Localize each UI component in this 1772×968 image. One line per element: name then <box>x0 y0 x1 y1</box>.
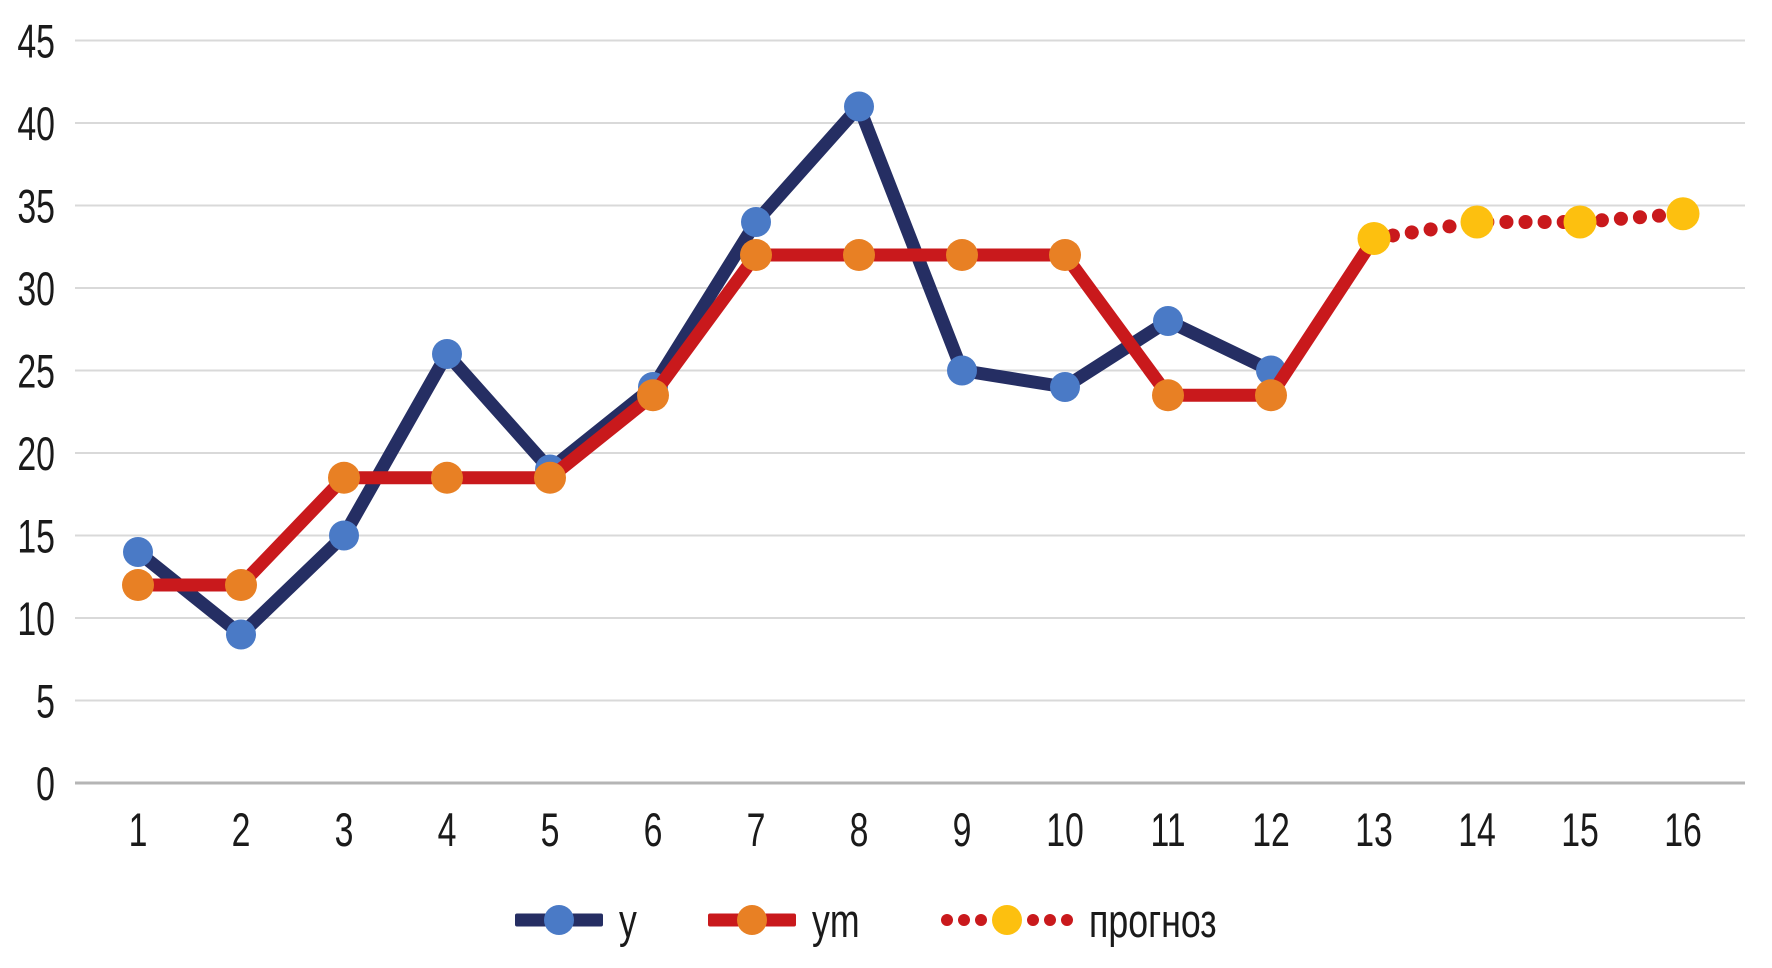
data-point-ym <box>534 461 566 494</box>
data-point-прогноз <box>1563 205 1597 239</box>
y-series-swatch <box>514 905 603 935</box>
y-axis-tick-label: 40 <box>17 98 55 151</box>
data-point-ym <box>946 239 978 271</box>
data-point-y <box>844 91 874 122</box>
legend-item-forecast: прогноз <box>941 897 1257 944</box>
x-axis-tick-label: 6 <box>644 804 663 857</box>
data-point-ym <box>122 569 154 601</box>
forecast-dot-icon <box>1044 914 1057 926</box>
y-axis-tick-label: 25 <box>17 345 55 398</box>
y-axis-tick-label: 35 <box>17 180 55 233</box>
x-axis-tick-label: 5 <box>541 804 560 857</box>
y-marker-icon <box>543 905 574 935</box>
y-axis-tick-label: 20 <box>17 428 55 481</box>
x-axis-tick-label: 8 <box>850 804 869 857</box>
legend-item-ym: ym <box>708 897 875 944</box>
x-axis-tick-label: 3 <box>335 804 354 857</box>
forecast-dot-icon <box>958 914 971 926</box>
x-axis-tick-label: 14 <box>1458 804 1496 857</box>
series-line-прогноз <box>1367 206 1690 246</box>
series-line-y <box>131 100 1278 641</box>
forecast-marker-icon <box>992 905 1023 935</box>
data-point-ym <box>431 461 463 494</box>
data-point-прогноз <box>1460 205 1494 239</box>
data-point-y <box>329 520 359 551</box>
forecast-dot-icon <box>975 914 988 926</box>
data-point-y <box>123 537 153 567</box>
x-axis-tick-label: 9 <box>953 804 972 857</box>
data-point-y <box>947 355 977 386</box>
legend-item-y: y <box>514 893 643 947</box>
chart-legend: y ym прогноз <box>0 888 1772 952</box>
x-axis-tick-label: 2 <box>232 804 251 857</box>
forecast-series-swatch <box>941 905 1074 935</box>
x-axis-tick-label: 10 <box>1046 804 1084 857</box>
data-point-прогноз <box>1357 222 1391 255</box>
ym-marker-icon <box>737 905 768 935</box>
data-point-ym <box>1152 379 1184 412</box>
series-line-ym <box>131 232 1381 592</box>
x-axis-tick-label: 4 <box>438 804 457 857</box>
y-axis-tick-label: 30 <box>17 263 55 316</box>
data-point-ym <box>328 461 360 494</box>
data-point-y <box>741 207 771 237</box>
legend-label-y: y <box>618 893 637 947</box>
x-axis-tick-label: 13 <box>1355 804 1393 857</box>
data-point-ym <box>225 569 257 601</box>
x-axis-tick-label: 7 <box>747 804 766 857</box>
data-point-ym <box>1049 239 1081 271</box>
x-axis-tick-label: 12 <box>1252 804 1290 857</box>
x-axis-tick-label: 1 <box>129 804 148 857</box>
data-point-ym <box>637 379 669 412</box>
forecast-dot-icon <box>941 914 954 926</box>
y-axis-tick-label: 45 <box>17 15 55 68</box>
data-point-ym <box>740 239 772 271</box>
data-point-y <box>432 339 462 369</box>
data-point-y <box>226 619 256 650</box>
data-point-ym <box>843 239 875 271</box>
x-axis-tick-label: 16 <box>1664 804 1702 857</box>
data-point-прогноз <box>1666 197 1700 231</box>
y-axis-tick-label: 5 <box>36 675 55 728</box>
x-axis-tick-label: 15 <box>1561 804 1599 857</box>
y-axis-tick-label: 10 <box>17 593 55 646</box>
legend-label-forecast: прогноз <box>1089 893 1217 947</box>
data-point-y <box>1050 372 1080 402</box>
data-point-y <box>1153 306 1183 336</box>
forecast-dot-icon <box>1061 914 1074 926</box>
legend-label-ym: ym <box>812 893 861 947</box>
x-axis-tick-label: 11 <box>1150 804 1185 857</box>
data-point-ym <box>1255 379 1287 412</box>
y-axis-tick-label: 15 <box>17 510 55 563</box>
ym-series-swatch <box>708 905 797 935</box>
y-axis-tick-label: 0 <box>36 758 55 811</box>
forecast-dot-icon <box>1027 914 1040 926</box>
